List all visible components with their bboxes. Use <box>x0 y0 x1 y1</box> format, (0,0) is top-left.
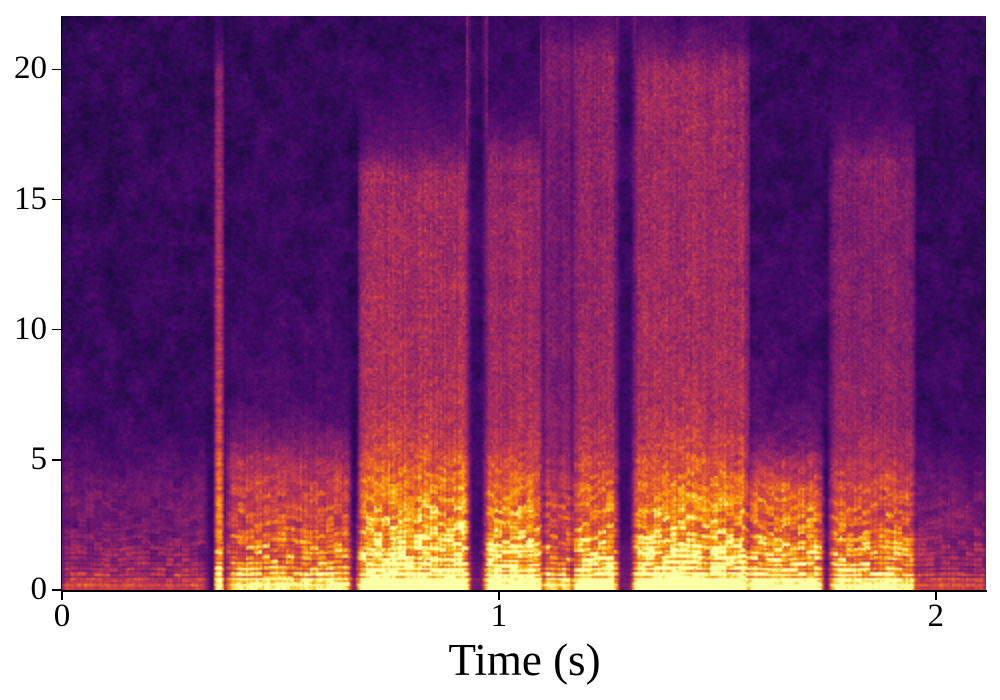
x-axis-line <box>62 590 987 592</box>
y-tick-15 <box>52 198 61 201</box>
y-tick-label-10: 10 <box>14 310 47 347</box>
x-tick-label-0: 0 <box>53 598 71 634</box>
y-tick-label-15: 15 <box>14 180 47 217</box>
y-tick-label-20: 20 <box>14 50 47 87</box>
x-tick-2 <box>934 591 937 600</box>
y-tick-label-0: 0 <box>30 571 48 607</box>
x-tick-label-1: 1 <box>490 598 508 634</box>
y-tick-label-5: 5 <box>30 440 48 477</box>
x-tick-label-2: 2 <box>927 598 945 634</box>
y-tick-0 <box>52 589 61 591</box>
y-tick-10 <box>52 328 61 331</box>
x-axis-label: Time (s) <box>448 635 601 685</box>
x-tick-0 <box>61 591 63 600</box>
y-axis-line <box>60 16 63 591</box>
spectrogram-plot-area <box>62 16 986 590</box>
x-tick-1 <box>498 591 500 600</box>
y-tick-20 <box>52 68 61 71</box>
y-tick-5 <box>52 459 61 461</box>
spectrogram-image <box>62 16 986 590</box>
